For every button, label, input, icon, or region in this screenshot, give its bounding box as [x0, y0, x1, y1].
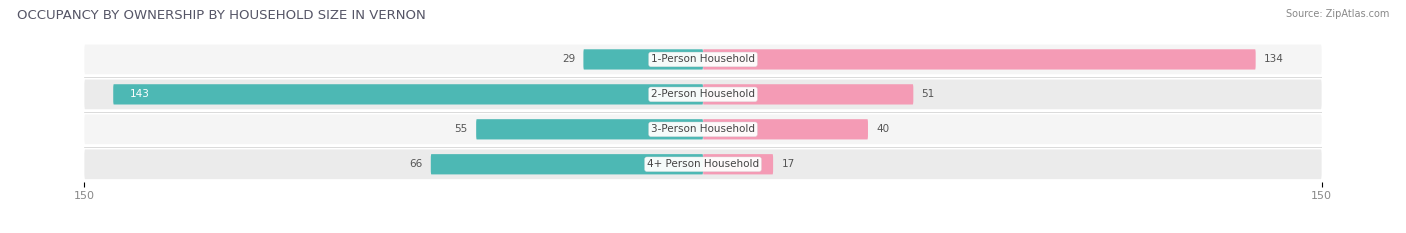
Text: 17: 17 [782, 159, 794, 169]
Text: 29: 29 [562, 55, 575, 64]
FancyBboxPatch shape [703, 49, 1256, 69]
FancyBboxPatch shape [477, 119, 703, 139]
FancyBboxPatch shape [430, 154, 703, 174]
Text: 3-Person Household: 3-Person Household [651, 124, 755, 134]
Text: 51: 51 [921, 89, 935, 99]
FancyBboxPatch shape [703, 84, 914, 105]
FancyBboxPatch shape [84, 114, 1322, 144]
Text: Source: ZipAtlas.com: Source: ZipAtlas.com [1285, 9, 1389, 19]
FancyBboxPatch shape [84, 45, 1322, 74]
FancyBboxPatch shape [583, 49, 703, 69]
Text: 1-Person Household: 1-Person Household [651, 55, 755, 64]
FancyBboxPatch shape [114, 84, 703, 105]
Text: 66: 66 [409, 159, 423, 169]
FancyBboxPatch shape [84, 79, 1322, 109]
FancyBboxPatch shape [703, 119, 868, 139]
Text: OCCUPANCY BY OWNERSHIP BY HOUSEHOLD SIZE IN VERNON: OCCUPANCY BY OWNERSHIP BY HOUSEHOLD SIZE… [17, 9, 426, 22]
Legend: Owner-occupied, Renter-occupied: Owner-occupied, Renter-occupied [591, 231, 815, 233]
Text: 2-Person Household: 2-Person Household [651, 89, 755, 99]
Text: 55: 55 [454, 124, 468, 134]
Text: 134: 134 [1264, 55, 1284, 64]
Text: 4+ Person Household: 4+ Person Household [647, 159, 759, 169]
FancyBboxPatch shape [703, 154, 773, 174]
FancyBboxPatch shape [84, 149, 1322, 179]
Text: 40: 40 [876, 124, 890, 134]
Text: 143: 143 [129, 89, 149, 99]
